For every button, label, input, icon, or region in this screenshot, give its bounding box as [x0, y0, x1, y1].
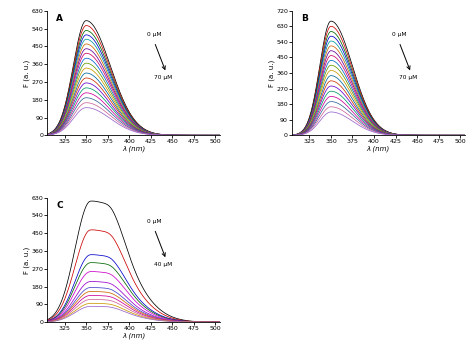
- X-axis label: λ (nm): λ (nm): [122, 333, 145, 339]
- Text: C: C: [56, 201, 63, 211]
- Text: 70 μM: 70 μM: [399, 75, 417, 80]
- Text: 0 μM: 0 μM: [147, 218, 162, 223]
- Text: 0 μM: 0 μM: [147, 32, 162, 37]
- X-axis label: λ (nm): λ (nm): [122, 146, 145, 153]
- Text: A: A: [56, 14, 63, 24]
- Y-axis label: F (a. u.): F (a. u.): [24, 246, 30, 274]
- Y-axis label: F (a. u.): F (a. u.): [24, 59, 30, 87]
- X-axis label: λ (nm): λ (nm): [367, 146, 390, 153]
- Y-axis label: F (a. u.): F (a. u.): [268, 59, 275, 87]
- Text: 40 μM: 40 μM: [154, 262, 173, 267]
- Text: 70 μM: 70 μM: [154, 75, 173, 80]
- Text: B: B: [301, 14, 308, 24]
- Text: 0 μM: 0 μM: [392, 32, 407, 37]
